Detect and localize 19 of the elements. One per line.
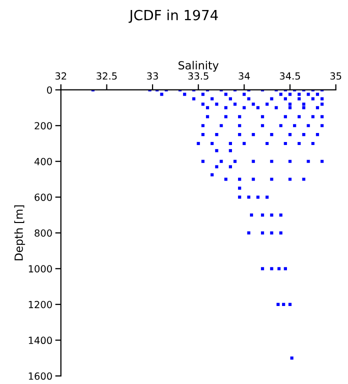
chart-title: JCDF in 1974 [128,10,218,23]
x-tick-label: 33 [147,72,158,80]
x-tick-label: 35 [330,72,342,80]
x-tick-label: 34 [238,72,250,80]
y-tick-label: 0 [47,86,52,94]
x-tick-label: 34.5 [280,72,300,80]
y-axis-title: Depth [m] [14,205,26,260]
y-tick-label: 1200 [28,300,52,308]
y-tick-label: 1600 [28,372,52,380]
x-tick-label: 33.5 [188,72,208,80]
x-axis-title: Salinity [178,60,219,72]
y-tick-label: 1400 [28,336,52,344]
y-tick-label: 800 [34,229,52,237]
x-tick-label: 32.5 [96,72,117,80]
x-tick-label: 32 [55,72,66,80]
y-tick-label: 200 [34,122,52,130]
y-tick-label: 1000 [28,265,52,272]
y-tick-label: 400 [34,158,52,166]
y-tick-label: 600 [34,194,52,201]
